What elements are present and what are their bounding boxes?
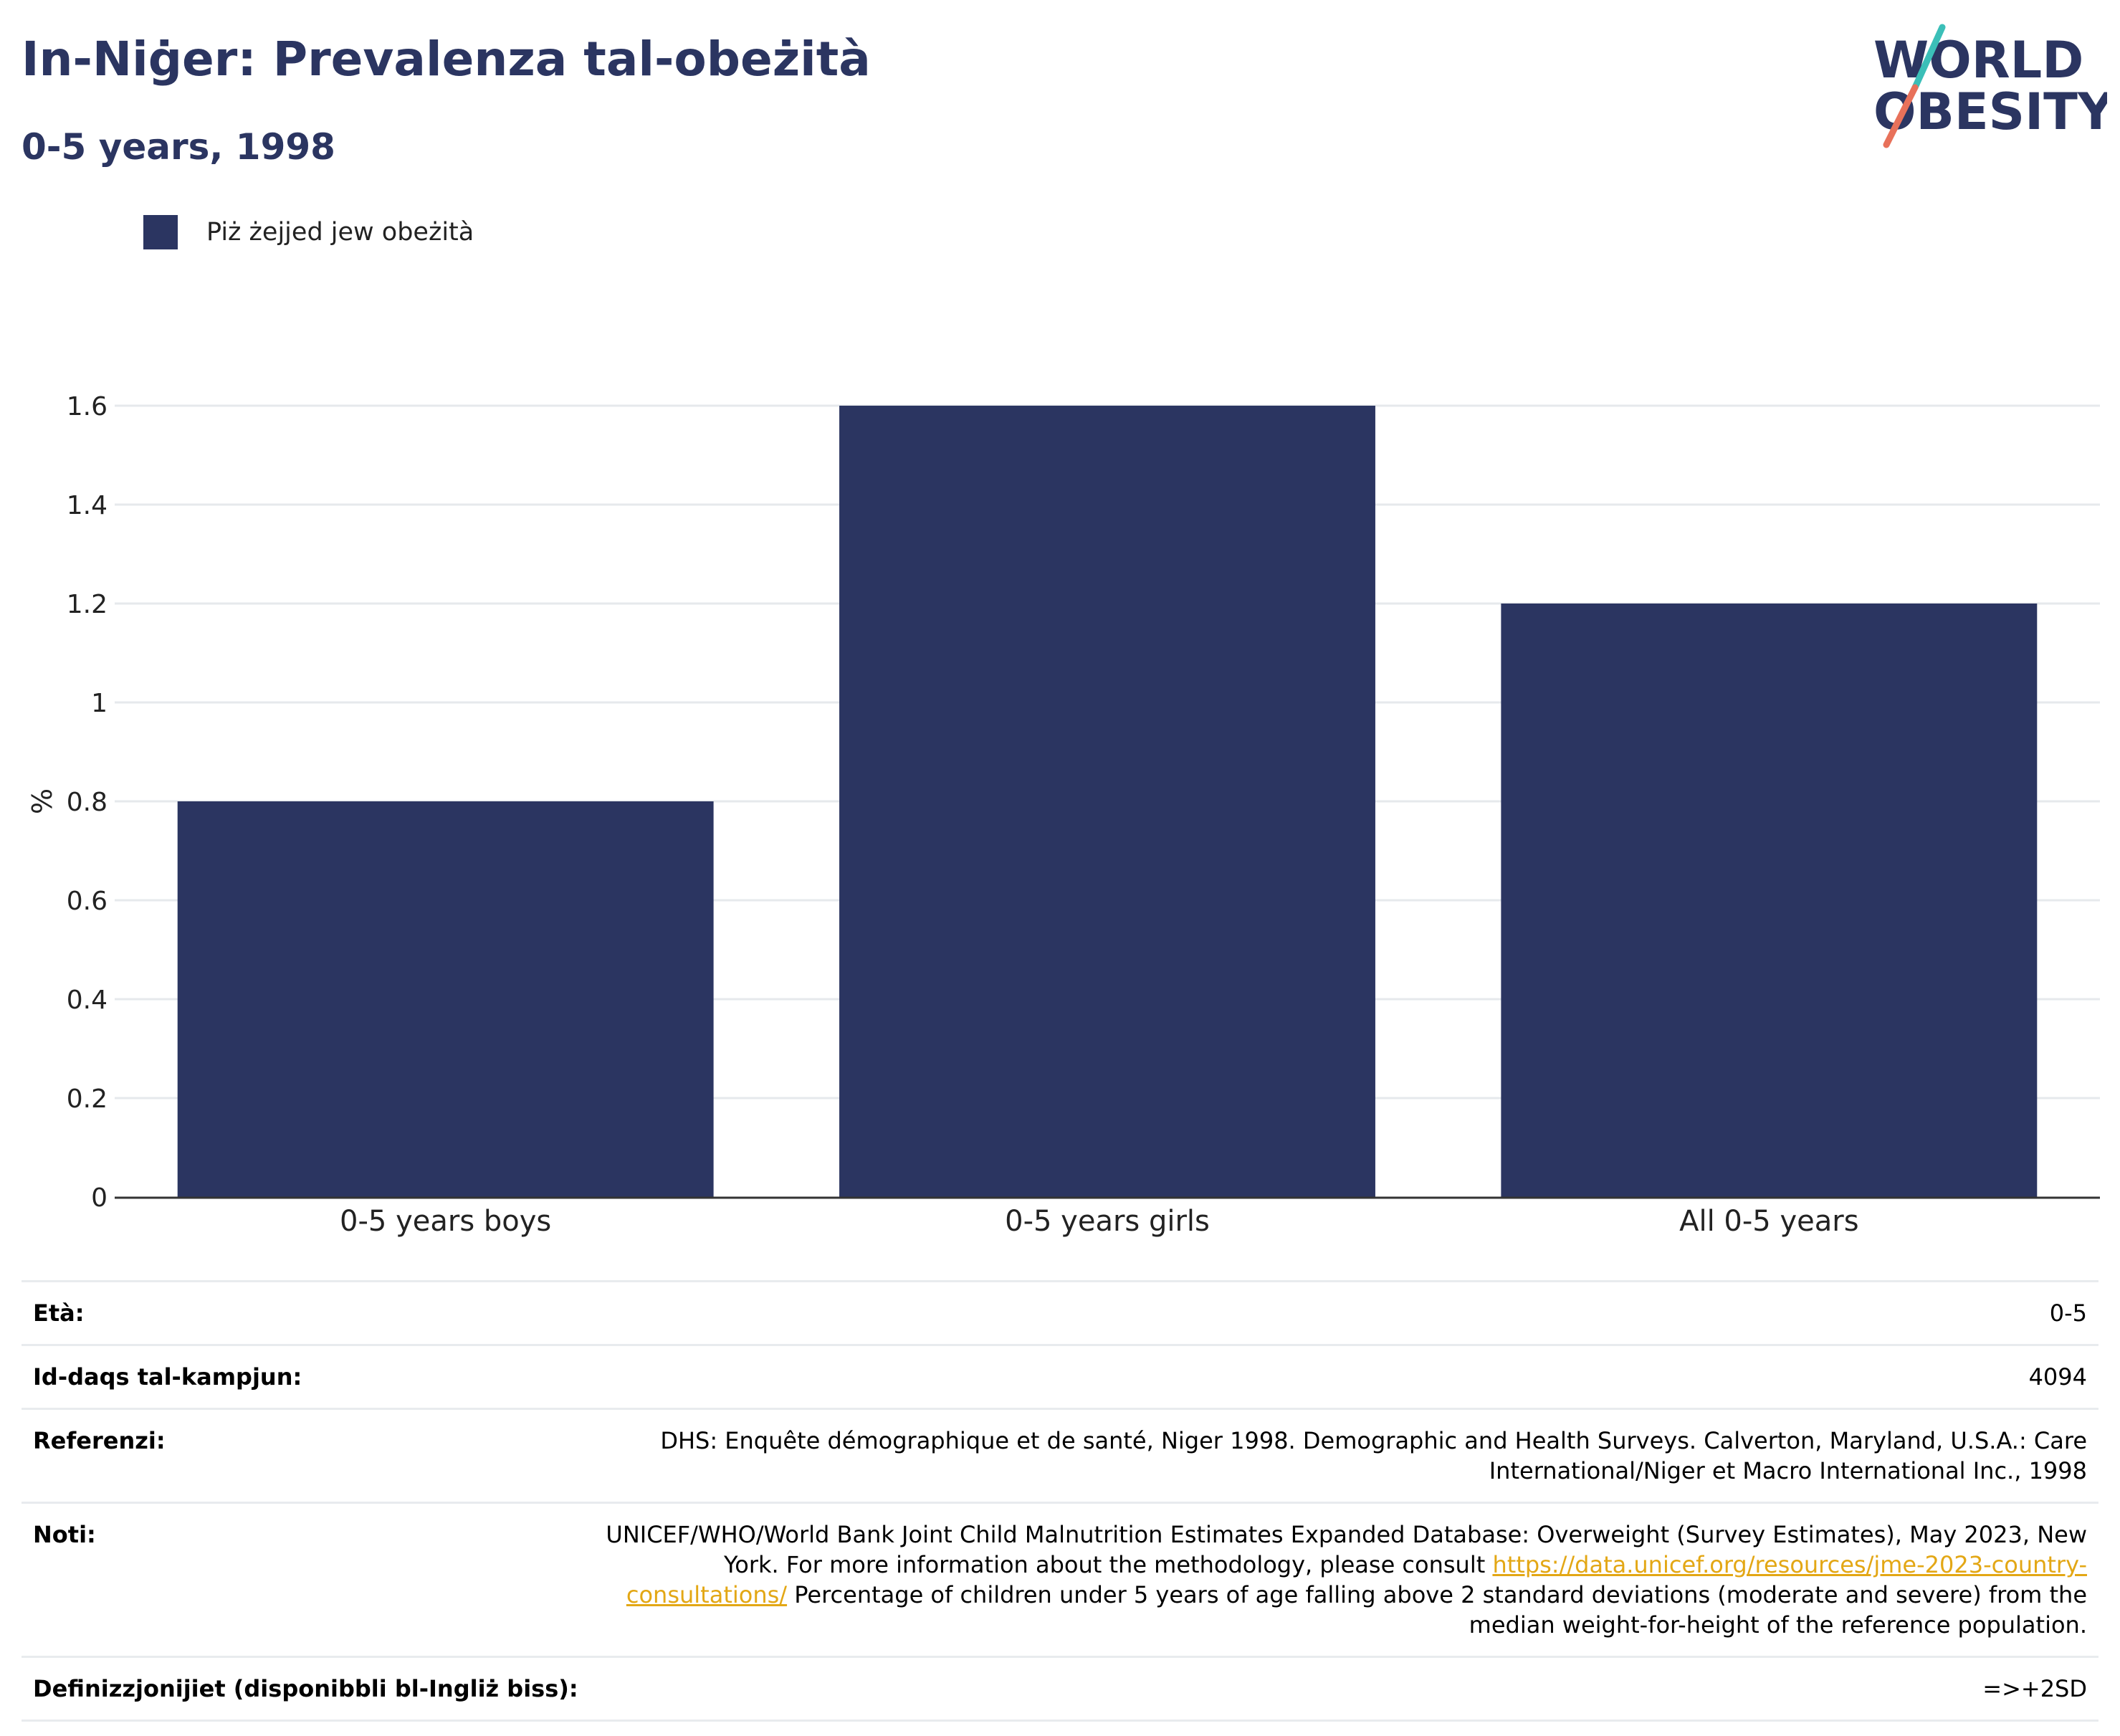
info-key: Id-daqs tal-kampjun: bbox=[33, 1363, 302, 1391]
bar-chart: 00.20.40.60.811.21.41.6 0-5 years boys 0-… bbox=[27, 392, 2100, 1238]
info-row-definitions: Definizzjonijiet (disponibbli bl-Ingliż … bbox=[22, 1656, 2098, 1722]
x-tick-labels: 0-5 years boys 0-5 years girls All 0-5 yea… bbox=[340, 1205, 1858, 1238]
logo-slash-bottom bbox=[1883, 84, 1919, 148]
info-value: DHS: Enquête démographique et de santé, … bbox=[660, 1427, 2087, 1484]
methodology-link[interactable]: https://data.unicef.org/resources/jme-20… bbox=[626, 1551, 2087, 1608]
info-row-notes: Noti: UNICEF/WHO/World Bank Joint Child … bbox=[22, 1502, 2098, 1656]
y-tick-label: 1.2 bbox=[67, 590, 108, 619]
logo-line-obesity: OBESITY bbox=[1873, 82, 2107, 141]
info-key: Età: bbox=[33, 1299, 85, 1327]
x-tick-label: 0-5 years girls bbox=[1005, 1205, 1210, 1238]
info-key: Noti: bbox=[33, 1521, 96, 1548]
info-value: 4094 bbox=[2028, 1363, 2087, 1391]
logo-slash-top bbox=[1911, 24, 1946, 91]
x-tick-label: 0-5 years boys bbox=[340, 1205, 551, 1238]
chart-legend: Piż żejjed jew obeżità bbox=[143, 212, 474, 252]
info-key: Definizzjonijiet (disponibbli bl-Ingliż … bbox=[33, 1675, 578, 1702]
info-row-sample-size: Id-daqs tal-kampjun: 4094 bbox=[22, 1344, 2098, 1408]
y-tick-label: 0.6 bbox=[67, 887, 108, 916]
info-row-age: Età: 0-5 bbox=[22, 1280, 2098, 1344]
y-axis-label: % bbox=[27, 788, 58, 814]
world-obesity-logo: WORLD OBESITY bbox=[1873, 24, 2107, 148]
info-value: 0-5 bbox=[2049, 1299, 2087, 1327]
bar[interactable] bbox=[177, 801, 714, 1197]
legend-label: Piż żejjed jew obeżità bbox=[206, 218, 474, 247]
page-subtitle: 0-5 years, 1998 bbox=[22, 126, 335, 168]
y-tick-label: 0.4 bbox=[67, 986, 108, 1015]
x-tick-label: All 0-5 years bbox=[1679, 1205, 1858, 1238]
info-key: Referenzi: bbox=[33, 1427, 166, 1454]
y-tick-label: 1.6 bbox=[67, 392, 108, 421]
y-tick-label: 0.2 bbox=[67, 1084, 108, 1114]
page-title: In-Niġer: Prevalenza tal-obeżità bbox=[22, 32, 871, 87]
logo-line-world: WORLD bbox=[1873, 31, 2083, 90]
info-table: Età: 0-5 Id-daqs tal-kampjun: 4094 Refer… bbox=[22, 1280, 2098, 1722]
y-tick-label: 0.8 bbox=[67, 788, 108, 817]
bar[interactable] bbox=[1501, 604, 2038, 1197]
notes-text: UNICEF/WHO/World Bank Joint Child Malnut… bbox=[606, 1521, 2087, 1578]
y-tick-label: 0 bbox=[91, 1183, 108, 1213]
info-value-notes: UNICEF/WHO/World Bank Joint Child Malnut… bbox=[582, 1520, 2087, 1640]
info-row-references: Referenzi: DHS: Enquête démographique et… bbox=[22, 1408, 2098, 1502]
bar[interactable] bbox=[839, 406, 1375, 1197]
info-value: =>+2SD bbox=[1982, 1675, 2087, 1702]
bars bbox=[177, 406, 2038, 1197]
notes-text-after: Percentage of children under 5 years of … bbox=[794, 1581, 2087, 1639]
y-tick-labels: 0 0.2 0.4 0.6 0.8 1 1.2 1.4 1.6 bbox=[67, 392, 108, 1213]
legend-swatch bbox=[143, 215, 178, 249]
y-tick-label: 1 bbox=[91, 689, 108, 718]
y-tick-label: 1.4 bbox=[67, 491, 108, 520]
